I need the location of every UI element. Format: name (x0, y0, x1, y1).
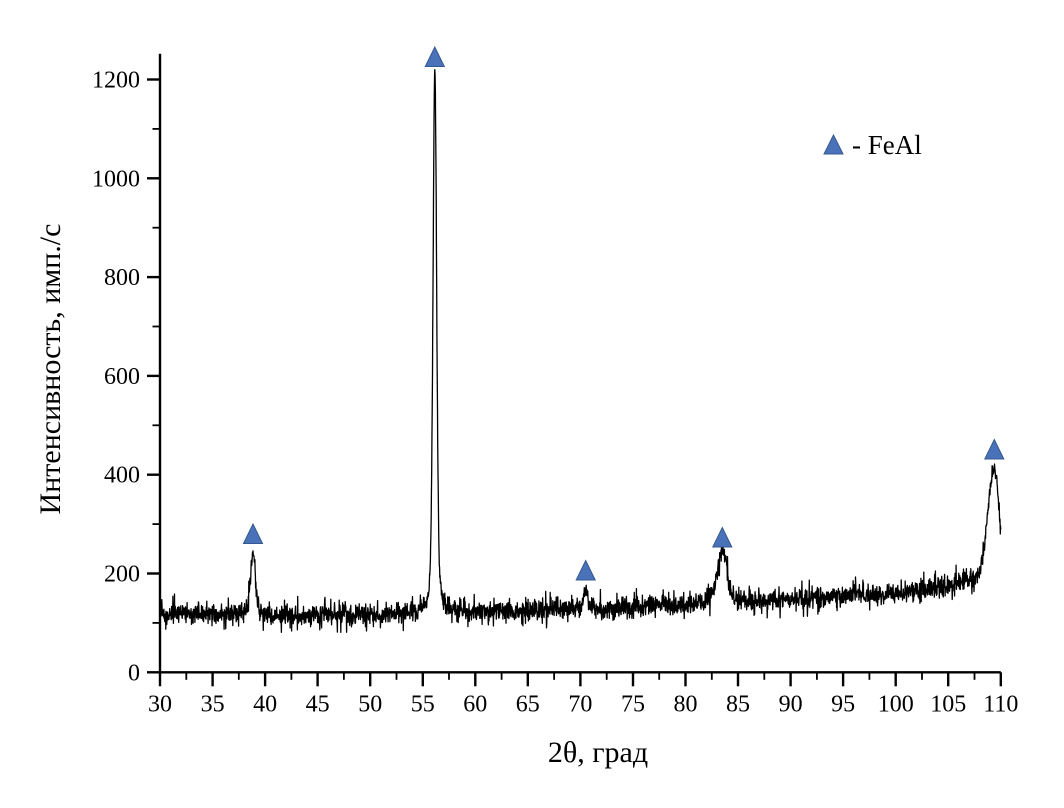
svg-text:75: 75 (621, 692, 645, 718)
svg-text:Интенсивность, имп./с: Интенсивность, имп./с (34, 224, 67, 515)
svg-text:105: 105 (930, 692, 966, 718)
svg-text:100: 100 (878, 692, 914, 718)
svg-text:80: 80 (674, 692, 698, 718)
svg-text:55: 55 (411, 692, 435, 718)
svg-text:95: 95 (831, 692, 855, 718)
svg-text:90: 90 (779, 692, 803, 718)
svg-text:800: 800 (104, 265, 140, 291)
svg-text:50: 50 (358, 692, 382, 718)
svg-text:30: 30 (148, 692, 172, 718)
svg-text:85: 85 (726, 692, 750, 718)
svg-text:65: 65 (516, 692, 540, 718)
svg-text:35: 35 (201, 692, 225, 718)
svg-text:40: 40 (253, 692, 277, 718)
svg-text:600: 600 (104, 364, 140, 390)
svg-text:70: 70 (568, 692, 592, 718)
svg-text:200: 200 (104, 562, 140, 588)
svg-text:400: 400 (104, 463, 140, 489)
svg-text:45: 45 (306, 692, 330, 718)
svg-text:- FeAl: - FeAl (852, 130, 922, 160)
svg-text:60: 60 (463, 692, 487, 718)
svg-text:2θ, град: 2θ, град (548, 736, 648, 769)
svg-text:1000: 1000 (92, 166, 140, 192)
svg-text:110: 110 (983, 692, 1018, 718)
svg-text:1200: 1200 (92, 68, 140, 94)
svg-text:0: 0 (128, 660, 140, 686)
